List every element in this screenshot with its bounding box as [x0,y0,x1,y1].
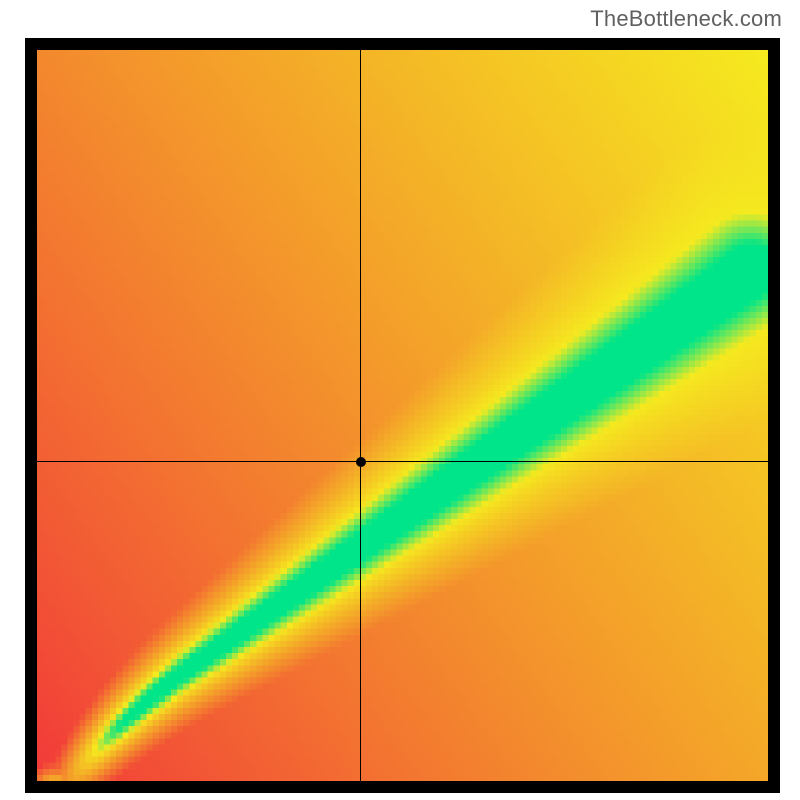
crosshair-vertical [360,50,361,781]
crosshair-horizontal [37,461,768,462]
watermark-text: TheBottleneck.com [590,6,782,32]
heatmap-canvas [37,50,768,781]
crosshair-marker [356,457,366,467]
